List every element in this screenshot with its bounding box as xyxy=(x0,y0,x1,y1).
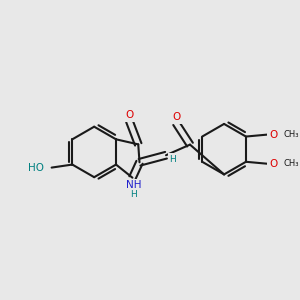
Text: O: O xyxy=(269,130,277,140)
Text: HO: HO xyxy=(28,163,44,172)
Text: H: H xyxy=(169,154,176,164)
Text: NH: NH xyxy=(126,181,141,190)
Text: CH₃: CH₃ xyxy=(284,130,299,139)
Text: H: H xyxy=(130,190,137,199)
Text: CH₃: CH₃ xyxy=(284,159,299,168)
Text: O: O xyxy=(269,159,277,169)
Text: O: O xyxy=(172,112,180,122)
Text: O: O xyxy=(125,110,134,120)
